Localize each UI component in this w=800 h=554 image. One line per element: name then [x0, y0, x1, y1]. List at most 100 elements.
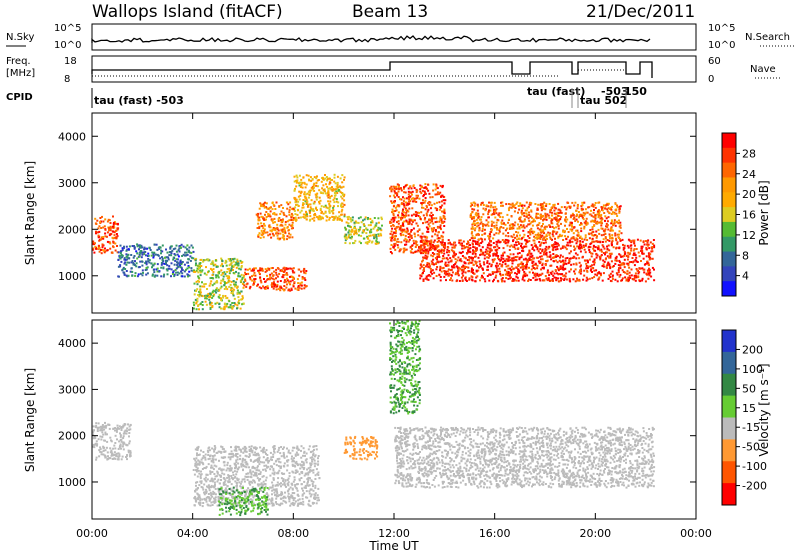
heatmap-cell	[284, 268, 287, 271]
heatmap-cell	[263, 231, 266, 234]
heatmap-cell	[431, 252, 434, 254]
heatmap-cell	[431, 269, 434, 272]
heatmap-cell	[630, 274, 633, 277]
heatmap-cell	[601, 279, 604, 282]
heatmap-cell	[257, 219, 260, 222]
heatmap-cell	[598, 271, 601, 274]
heatmap-cell	[231, 307, 234, 310]
heatmap-cell	[106, 231, 109, 234]
heatmap-cell	[327, 191, 329, 194]
heatmap-cell	[244, 448, 247, 451]
heatmap-cell	[431, 272, 434, 275]
heatmap-cell	[539, 258, 542, 261]
heatmap-cell	[499, 273, 502, 275]
heatmap-cell	[201, 304, 204, 306]
heatmap-cell	[297, 495, 300, 497]
heatmap-cell	[366, 242, 369, 245]
heatmap-cell	[200, 258, 203, 261]
heatmap-cell	[197, 469, 200, 472]
heatmap-cell	[397, 246, 400, 249]
heatmap-cell	[114, 429, 116, 432]
heatmap-cell	[495, 253, 498, 256]
heatmap-cell	[377, 226, 380, 229]
heatmap-cell	[286, 220, 289, 223]
heatmap-cell	[147, 252, 150, 255]
heatmap-cell	[275, 273, 278, 276]
heatmap-cell	[172, 270, 175, 273]
heatmap-cell	[345, 238, 348, 240]
heatmap-cell	[507, 259, 510, 262]
heatmap-cell	[539, 244, 542, 247]
heatmap-cell	[507, 239, 510, 242]
heatmap-cell	[605, 266, 608, 269]
heatmap-cell	[503, 259, 506, 262]
heatmap-cell	[188, 270, 191, 273]
heatmap-cell	[470, 227, 473, 230]
heatmap-cell	[103, 225, 106, 228]
heatmap-cell	[234, 480, 237, 483]
heatmap-cell	[225, 304, 228, 307]
heatmap-cell	[521, 262, 524, 265]
heatmap-cell	[436, 201, 438, 204]
heatmap-cell	[188, 246, 191, 249]
heatmap-cell	[526, 254, 529, 257]
heatmap-cell	[538, 228, 541, 231]
heatmap-cell	[551, 244, 554, 247]
heatmap-cell	[224, 456, 227, 459]
heatmap-cell	[441, 235, 444, 238]
heatmap-cell	[528, 259, 531, 261]
heatmap-cell	[602, 233, 605, 236]
heatmap-cell	[445, 270, 448, 273]
heatmap-cell	[94, 217, 97, 220]
heatmap-cell	[599, 241, 602, 244]
heatmap-cell	[621, 255, 624, 258]
heatmap-cell	[425, 265, 427, 268]
heatmap-cell	[309, 189, 312, 192]
heatmap-cell	[336, 192, 339, 194]
heatmap-cell	[600, 227, 603, 230]
heatmap-cell	[531, 254, 534, 257]
heatmap-cell	[280, 204, 283, 207]
heatmap-cell	[116, 235, 119, 238]
heatmap-cell	[129, 424, 132, 427]
heatmap-cell	[353, 232, 356, 235]
heatmap-cell	[477, 256, 480, 259]
heatmap-cell	[621, 277, 624, 280]
heatmap-cell	[448, 272, 451, 275]
y-tick-label: 2000	[58, 223, 86, 236]
heatmap-cell	[308, 191, 311, 194]
heatmap-cell	[175, 258, 178, 261]
heatmap-cell	[176, 271, 179, 274]
heatmap-cell	[572, 263, 575, 266]
heatmap-cell	[293, 457, 295, 460]
heatmap-cell	[472, 249, 474, 252]
heatmap-cell	[547, 214, 550, 217]
heatmap-cell	[514, 207, 517, 209]
heatmap-cell	[426, 206, 428, 209]
heatmap-cell	[539, 238, 542, 240]
heatmap-cell	[197, 305, 199, 307]
heatmap-cell	[462, 274, 465, 277]
heatmap-cell	[515, 231, 518, 233]
heatmap-cell	[339, 191, 342, 194]
heatmap-cell	[545, 260, 548, 263]
heatmap-cell	[391, 237, 394, 240]
heatmap-cell	[574, 252, 577, 255]
heatmap-cell	[540, 236, 543, 238]
heatmap-cell	[488, 242, 491, 245]
heatmap-cell	[375, 222, 378, 225]
heatmap-cell	[427, 252, 430, 255]
heatmap-cell	[526, 240, 529, 243]
heatmap-cell	[501, 216, 504, 219]
heatmap-cell	[501, 277, 504, 280]
heatmap-cell	[215, 288, 218, 291]
heatmap-cell	[506, 213, 509, 216]
heatmap-cell	[396, 183, 399, 186]
heatmap-cell	[488, 254, 491, 257]
heatmap-cell	[409, 195, 412, 198]
heatmap-cell	[406, 230, 409, 233]
heatmap-cell	[517, 205, 520, 207]
heatmap-cell	[139, 252, 142, 255]
heatmap-cell	[254, 274, 257, 277]
heatmap-cell	[565, 244, 568, 247]
